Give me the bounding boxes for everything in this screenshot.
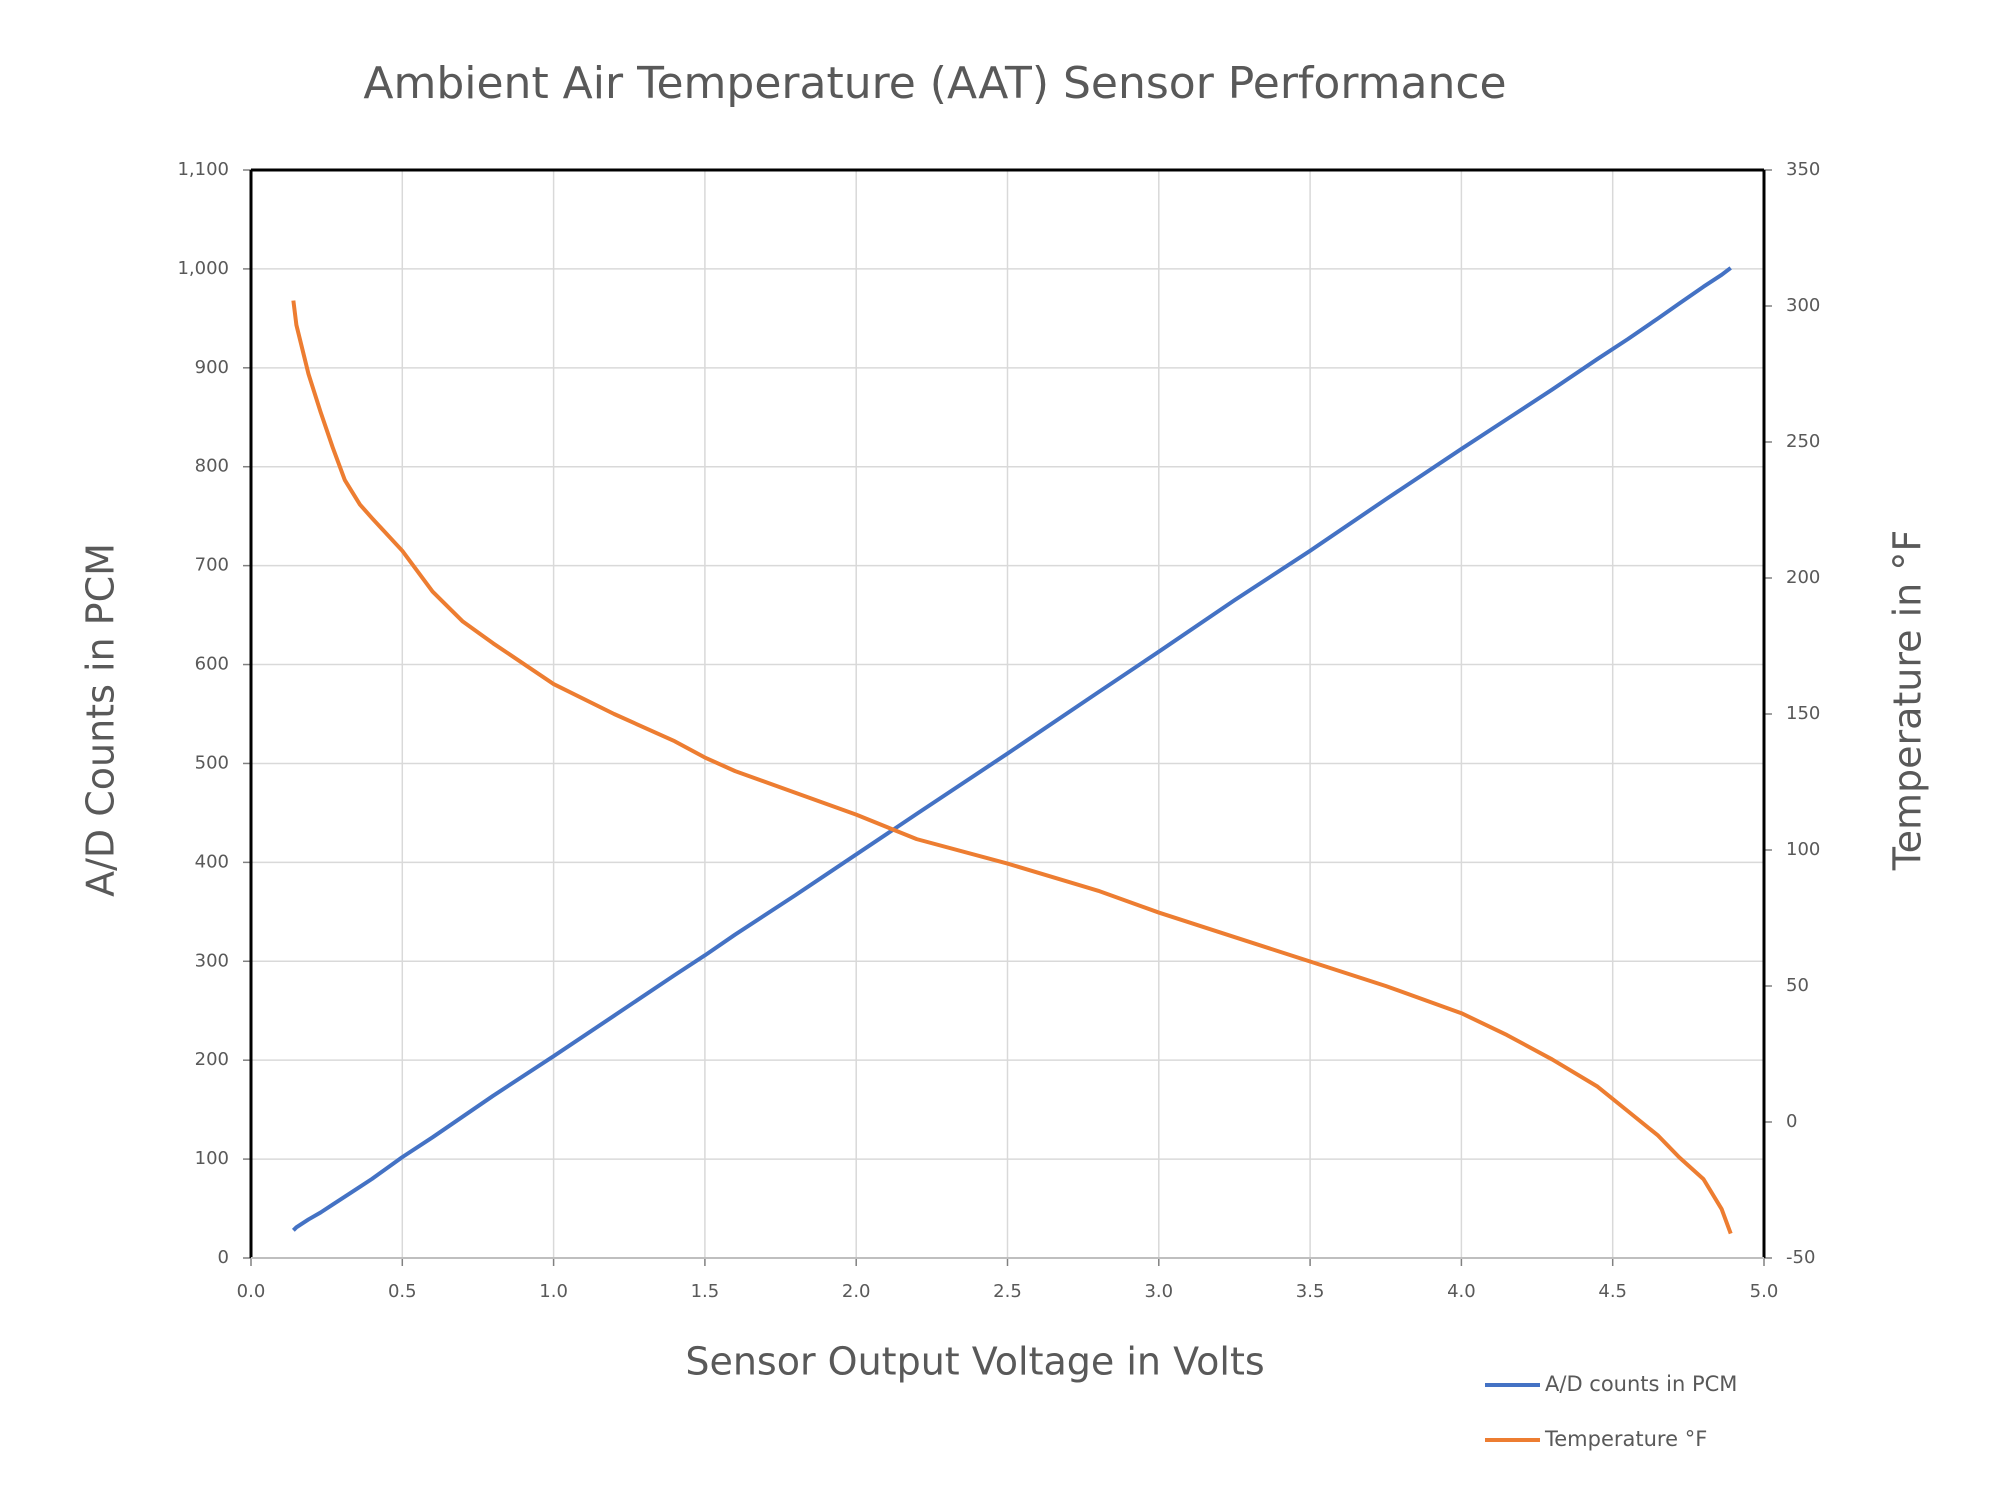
y-tick-label: 700 <box>195 555 229 576</box>
y-tick-label: 400 <box>195 851 229 872</box>
y2-axis-label: Temperature in °F <box>1886 530 1930 871</box>
y-tick-label: 600 <box>195 654 229 675</box>
x-tick-label: 1.5 <box>691 1281 720 1302</box>
y2-tick-label: 150 <box>1786 703 1820 724</box>
y-tick-label: 0 <box>218 1247 229 1268</box>
y-tick-label: 900 <box>195 357 229 378</box>
x-tick-label: 4.5 <box>1598 1281 1627 1302</box>
y-tick-label: 500 <box>195 752 229 773</box>
x-tick-label: 3.0 <box>1144 1281 1173 1302</box>
y2-tick-label: 50 <box>1786 975 1809 996</box>
chart-title: Ambient Air Temperature (AAT) Sensor Per… <box>363 58 1506 109</box>
y2-tick-label: 300 <box>1786 295 1820 316</box>
y-tick-label: 100 <box>195 1148 229 1169</box>
x-tick-label: 2.0 <box>842 1281 871 1302</box>
x-tick-label: 4.0 <box>1447 1281 1476 1302</box>
y2-tick-label: 200 <box>1786 567 1820 588</box>
x-tick-label: 5.0 <box>1750 1281 1779 1302</box>
y2-tick-label: 0 <box>1786 1111 1797 1132</box>
y-tick-label: 1,100 <box>177 159 229 180</box>
x-axis-label: Sensor Output Voltage in Volts <box>685 1340 1264 1384</box>
series-line <box>291 300 1733 1235</box>
y-tick-label: 200 <box>195 1049 229 1070</box>
y2-tick-label: -50 <box>1786 1247 1815 1268</box>
y2-tick-label: 350 <box>1786 159 1820 180</box>
legend-label: Temperature °F <box>1544 1427 1707 1451</box>
x-tick-label: 3.5 <box>1296 1281 1325 1302</box>
y-axis-label: A/D Counts in PCM <box>79 543 123 897</box>
y-tick-label: 800 <box>195 456 229 477</box>
x-tick-label: 0.5 <box>388 1281 417 1302</box>
y2-tick-label: 100 <box>1786 839 1820 860</box>
x-tick-label: 1.0 <box>539 1281 568 1302</box>
series-line <box>291 266 1732 1232</box>
legend-label: A/D counts in PCM <box>1545 1372 1737 1396</box>
x-tick-label: 0.0 <box>237 1281 266 1302</box>
y2-tick-label: 250 <box>1786 431 1820 452</box>
x-tick-label: 2.5 <box>993 1281 1022 1302</box>
y-tick-label: 300 <box>195 950 229 971</box>
y-tick-label: 1,000 <box>177 258 229 279</box>
